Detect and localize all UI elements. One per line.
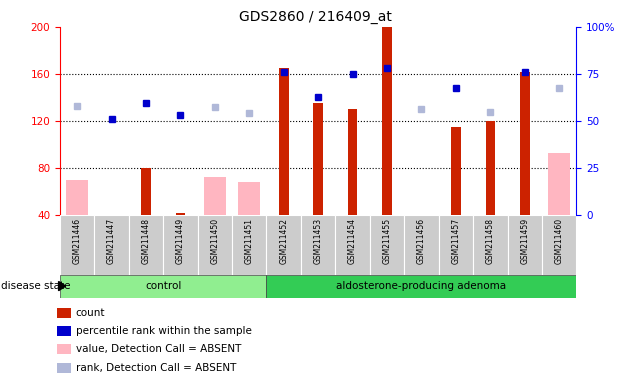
Text: aldosterone-producing adenoma: aldosterone-producing adenoma: [336, 281, 507, 291]
Bar: [266, 275, 576, 298]
Text: GSM211453: GSM211453: [314, 218, 323, 264]
Bar: [57, 344, 71, 354]
Bar: [348, 109, 357, 215]
Text: GSM211458: GSM211458: [486, 218, 495, 264]
Text: value, Detection Call = ABSENT: value, Detection Call = ABSENT: [76, 344, 241, 354]
Text: GSM211451: GSM211451: [245, 218, 254, 264]
Bar: [232, 215, 266, 275]
Text: GSM211454: GSM211454: [348, 218, 357, 264]
Bar: [382, 27, 392, 215]
Bar: [335, 215, 370, 275]
Text: GSM211449: GSM211449: [176, 218, 185, 264]
Bar: [141, 168, 151, 215]
Text: count: count: [76, 308, 105, 318]
Text: GSM211457: GSM211457: [452, 218, 461, 264]
Bar: [548, 153, 570, 215]
Text: GSM211450: GSM211450: [210, 218, 219, 264]
Bar: [163, 215, 198, 275]
Bar: [301, 215, 335, 275]
Bar: [198, 215, 232, 275]
Bar: [129, 215, 163, 275]
Text: GSM211460: GSM211460: [555, 218, 564, 264]
Text: rank, Detection Call = ABSENT: rank, Detection Call = ABSENT: [76, 363, 236, 373]
Bar: [451, 127, 461, 215]
Text: GSM211447: GSM211447: [107, 218, 116, 264]
Bar: [203, 177, 226, 215]
Bar: [238, 182, 260, 215]
Bar: [176, 213, 185, 215]
Text: control: control: [145, 281, 181, 291]
Bar: [486, 121, 495, 215]
Bar: [542, 215, 576, 275]
Text: GSM211448: GSM211448: [142, 218, 151, 264]
Text: GSM211456: GSM211456: [417, 218, 426, 264]
Text: percentile rank within the sample: percentile rank within the sample: [76, 326, 251, 336]
Bar: [438, 215, 473, 275]
Bar: [404, 215, 438, 275]
Polygon shape: [59, 281, 66, 291]
Text: GDS2860 / 216409_at: GDS2860 / 216409_at: [239, 10, 391, 23]
Bar: [57, 326, 71, 336]
Text: GSM211459: GSM211459: [520, 218, 529, 264]
Bar: [66, 180, 88, 215]
Bar: [266, 215, 301, 275]
Bar: [508, 215, 542, 275]
Text: GSM211452: GSM211452: [279, 218, 288, 264]
Text: disease state: disease state: [1, 281, 71, 291]
Bar: [370, 215, 404, 275]
Bar: [94, 215, 129, 275]
Bar: [60, 275, 266, 298]
Bar: [60, 215, 94, 275]
Bar: [279, 68, 289, 215]
Bar: [57, 308, 71, 318]
Bar: [313, 103, 323, 215]
Text: GSM211455: GSM211455: [382, 218, 391, 264]
Text: GSM211446: GSM211446: [72, 218, 81, 264]
Bar: [473, 215, 508, 275]
Bar: [57, 363, 71, 373]
Bar: [520, 71, 530, 215]
